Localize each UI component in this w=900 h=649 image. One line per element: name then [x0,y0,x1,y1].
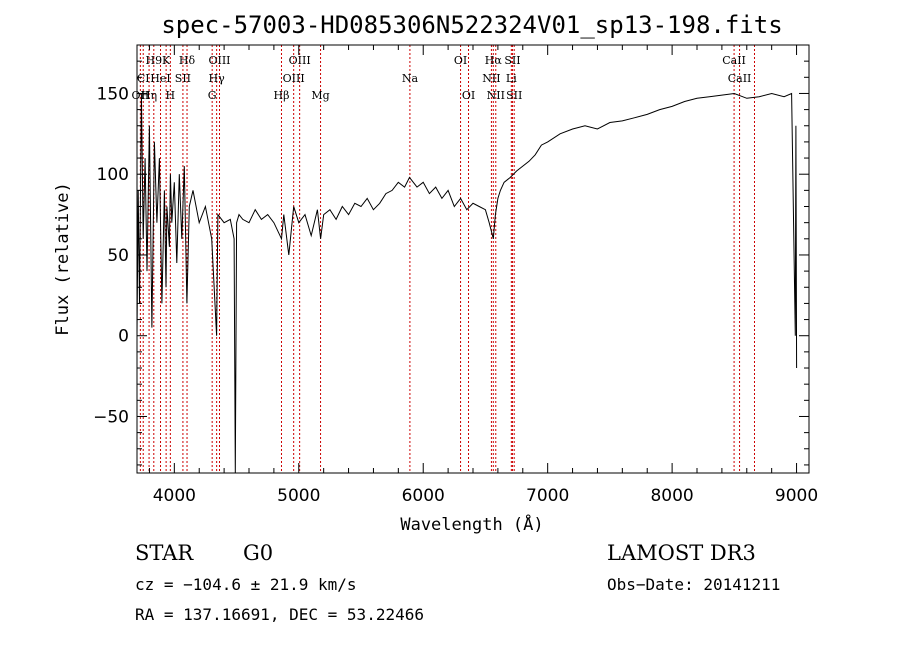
line-label: OIII [283,72,305,85]
line-label: H [166,89,176,102]
line-label: OII [132,89,150,102]
line-label: OIII [289,54,311,67]
y-tick-label: 0 [118,327,129,347]
survey-name: LAMOST DR3 [607,541,756,565]
x-tick-label: 8000 [650,486,693,506]
line-label: Li [506,72,517,85]
redshift-text: cz = −104.6 ± 21.9 km/s [135,575,357,594]
object-class: STAR [135,541,194,565]
line-markers [139,45,755,473]
x-tick-label: 6000 [402,486,445,506]
plot-frame [136,44,810,474]
y-tick-label: 150 [97,84,129,104]
x-tick-label: 4000 [153,486,196,506]
line-label: NII [482,72,500,85]
line-label: NII [487,89,505,102]
line-label: SII [175,72,191,85]
line-label: SII [504,54,520,67]
line-label: OIII [208,54,230,67]
ra-dec: RA = 137.16691, DEC = 53.22466 [135,605,424,624]
y-tick-label: −50 [93,407,129,427]
spectrum-line [136,92,798,474]
line-label: Hα [485,54,503,67]
y-axis-label: Flux (relative) [53,182,73,336]
line-label: H9 [146,54,163,67]
line-label: SII [506,89,522,102]
line-label: Mg [311,89,329,102]
line-label: CI [137,72,150,85]
x-tick-label: 9000 [775,486,818,506]
x-tick-label: 7000 [526,486,569,506]
chart-title: spec-57003-HD085306N522324V01_sp13-198.f… [161,11,782,39]
y-tick-label: 50 [107,246,129,266]
line-label: OI [462,89,475,102]
line-label: Hγ [209,72,226,85]
axis-ticks: 4000 5000 6000 7000 8000 9000 −50 0 50 100 150 [93,45,818,506]
line-label: Na [402,72,419,85]
line-label: Hβ [274,89,290,102]
line-label: Hη [141,89,157,102]
x-tick-label: 5000 [277,486,320,506]
line-label: CaII [722,54,746,67]
x-axis-label: Wavelength (Å) [400,513,543,535]
obs-date: Obs−Date: 20141211 [607,575,780,594]
line-label: CaII [728,72,752,85]
object-subclass: G0 [243,541,273,565]
line-label: OI [454,54,467,67]
line-label: K [162,54,171,67]
line-label: Hδ [179,54,196,67]
line-label: G [208,89,217,102]
line-label: CaII [743,0,767,3]
y-tick-label: 100 [97,165,129,185]
line-label: HeI [150,72,170,85]
